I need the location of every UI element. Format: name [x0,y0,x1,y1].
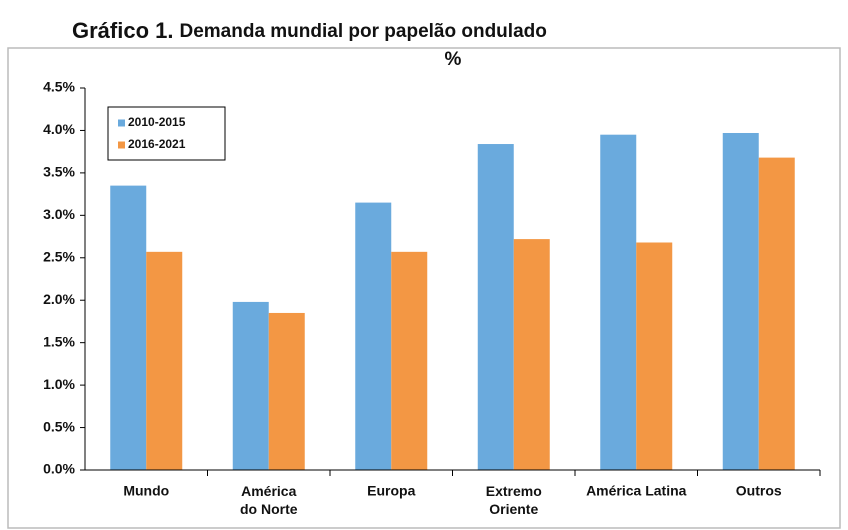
y-tick-label: 3.5% [43,164,75,180]
x-tick-label: Europa [367,483,415,499]
bar [146,251,183,470]
y-tick-label: 1.5% [43,333,75,349]
y-tick-label: 0.0% [43,461,75,477]
legend-box [107,106,226,161]
legend-label: 2010-2015 [128,115,186,129]
bar [600,134,637,470]
x-tick-label: América Latina [586,483,687,499]
legend-swatch [118,141,125,149]
bar [636,242,673,470]
legend-label: 2016-2021 [128,137,186,151]
y-tick-label: 0.5% [43,418,75,434]
bar [477,144,514,470]
bar [268,312,305,470]
bar [355,202,392,470]
x-tick-label: Mundo [123,483,169,499]
bar [513,239,550,470]
bar [758,157,795,470]
y-tick-label: 2.5% [43,248,75,264]
chart-subtitle: % [445,49,462,70]
chart-frame [7,47,841,529]
y-tick-label: 3.0% [43,206,75,222]
y-tick-label: 4.0% [43,121,75,137]
title-prefix: Gráfico 1. [72,18,173,43]
y-tick-label: 2.0% [43,291,75,307]
x-tick-label: América do Norte [240,483,298,517]
bar [110,185,147,470]
legend-swatch [118,119,125,127]
y-tick-label: 4.5% [43,79,75,95]
title-text: Demanda mundial por papelão ondulado [179,21,546,42]
y-tick-label: 1.0% [43,376,75,392]
chart-title: Gráfico 1. Demanda mundial por papelão on… [72,18,547,43]
bar [722,132,759,471]
x-tick-label: Outros [736,483,782,499]
bar [391,251,428,470]
x-tick-label: Extremo Oriente [486,483,542,517]
bar [232,301,269,470]
